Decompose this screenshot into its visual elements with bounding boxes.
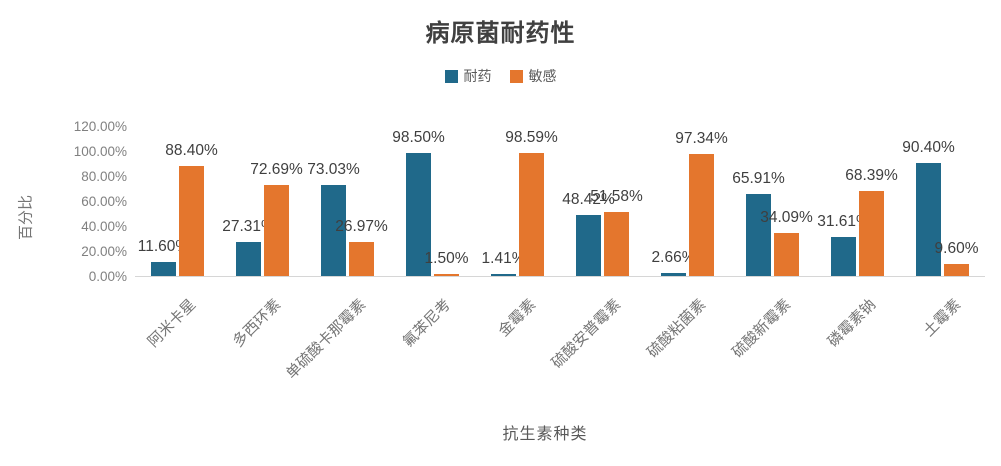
bar-sensitive-3: 1.50% (425, 250, 468, 276)
bar-sensitive-5: 51.58% (590, 188, 643, 276)
data-label-resistant-1: 27.31% (222, 217, 275, 235)
x-category-label-9: 土霉素 (920, 296, 965, 340)
bar-sensitive-9: 9.60% (935, 240, 978, 276)
data-label-resistant-4: 1.41% (481, 250, 526, 268)
y-tick-label: 0.00% (88, 269, 127, 284)
legend-item-resistant: 耐药 (444, 66, 492, 86)
bar-group: 2.66% 97.34% (645, 127, 730, 276)
x-axis-category-labels: 阿米卡星 多西环素 单硫酸卡那霉素 氟苯尼考 金霉素 硫酸安普霉素 硫酸粘菌素 硫酸新霉素 磷霉… (135, 294, 985, 409)
x-category-label-5: 硫酸安普霉素 (548, 296, 625, 372)
bar-group: 1.41% 98.59% (475, 127, 560, 276)
bar-group: 98.50% 1.50% (390, 127, 475, 276)
bar-sensitive-7: 34.09% (760, 209, 813, 276)
y-tick-label: 120.00% (73, 119, 127, 134)
y-tick-label: 40.00% (81, 219, 127, 234)
bar-resistant-7: 65.91% (732, 170, 785, 276)
x-category-label-1: 多西环素 (230, 296, 285, 351)
bar-resistant-0: 11.60% (138, 238, 189, 276)
bar-group: 27.31% 72.69% (220, 127, 305, 276)
y-axis-tick-labels: 0.00% 20.00% 40.00% 60.00% 80.00% 100.00% 120.… (30, 0, 127, 300)
x-category-label-6: 硫酸粘菌素 (644, 296, 710, 362)
bar-group: 73.03% 26.97% (305, 127, 390, 276)
bar-group: 31.61% 68.39% (815, 127, 900, 276)
bar-resistant-4: 1.41% (482, 250, 525, 276)
bar-resistant-2: 73.03% (307, 161, 360, 276)
legend-label-sensitive: 敏感 (528, 68, 557, 84)
bar-sensitive-8: 68.39% (845, 167, 898, 276)
bar-resistant-5: 48.42% (562, 191, 615, 276)
data-label-sensitive-5: 51.58% (590, 187, 643, 205)
bar-sensitive-1: 72.69% (250, 161, 303, 276)
bar-sensitive-2: 26.97% (335, 218, 388, 276)
x-category-label-7: 硫酸新霉素 (729, 296, 795, 362)
bar-group: 90.40% 9.60% (900, 127, 985, 276)
x-category-label-8: 磷霉素钠 (825, 296, 880, 351)
bar-sensitive-6: 97.34% (675, 130, 728, 276)
data-label-sensitive-2: 26.97% (335, 218, 388, 236)
data-label-sensitive-7: 34.09% (760, 209, 813, 227)
x-category-label-2: 单硫酸卡那霉素 (283, 296, 370, 383)
data-label-resistant-6: 2.66% (651, 248, 696, 266)
bar-sensitive-0: 88.40% (165, 142, 218, 276)
bar-group: 11.60% 88.40% (135, 127, 220, 276)
bar-resistant-8: 31.61% (817, 213, 870, 276)
plot-area: 11.60% 88.40% 27.31% 72.69% 73.03% 26.97% 98.5… (135, 127, 985, 277)
bar-resistant-6: 2.66% (652, 249, 695, 276)
bar-group: 48.42% 51.58% (560, 127, 645, 276)
data-label-resistant-7: 65.91% (732, 169, 785, 187)
chart-title: 病原菌耐药性 (425, 20, 576, 47)
y-tick-label: 20.00% (81, 244, 127, 259)
bar-sensitive-4: 98.59% (505, 129, 558, 276)
data-label-sensitive-1: 72.69% (250, 161, 303, 179)
y-tick-label: 80.00% (81, 169, 127, 184)
data-label-resistant-5: 48.42% (562, 191, 615, 209)
data-label-sensitive-8: 68.39% (845, 166, 898, 184)
bar-resistant-3: 98.50% (392, 129, 445, 276)
data-label-resistant-9: 90.40% (902, 139, 955, 156)
data-label-resistant-8: 31.61% (817, 212, 870, 230)
data-label-sensitive-4: 98.59% (505, 128, 558, 146)
data-label-sensitive-9: 9.60% (934, 240, 979, 257)
x-axis-title: 抗生素种类 (502, 426, 588, 443)
legend-swatch-sensitive-icon (509, 69, 523, 83)
x-category-label-4: 金霉素 (495, 296, 540, 340)
legend: 耐药 敏感 (0, 66, 1001, 86)
data-label-sensitive-3: 1.50% (424, 250, 469, 268)
legend-item-sensitive: 敏感 (509, 66, 557, 86)
bar-group: 65.91% 34.09% (730, 127, 815, 276)
legend-label-resistant: 耐药 (463, 68, 492, 84)
y-tick-label: 60.00% (81, 194, 127, 209)
x-category-label-0: 阿米卡星 (145, 296, 200, 351)
x-category-label-3: 氟苯尼考 (400, 296, 455, 351)
data-label-resistant-0: 11.60% (137, 237, 190, 255)
data-label-sensitive-6: 97.34% (675, 130, 728, 148)
bar-resistant-9: 90.40% (902, 139, 955, 276)
y-tick-label: 100.00% (73, 144, 127, 159)
legend-swatch-resistant-icon (444, 69, 458, 83)
data-label-resistant-3: 98.50% (392, 128, 445, 146)
data-label-sensitive-0: 88.40% (165, 141, 218, 159)
bar-resistant-1: 27.31% (222, 218, 275, 276)
data-label-resistant-2: 73.03% (307, 160, 360, 178)
